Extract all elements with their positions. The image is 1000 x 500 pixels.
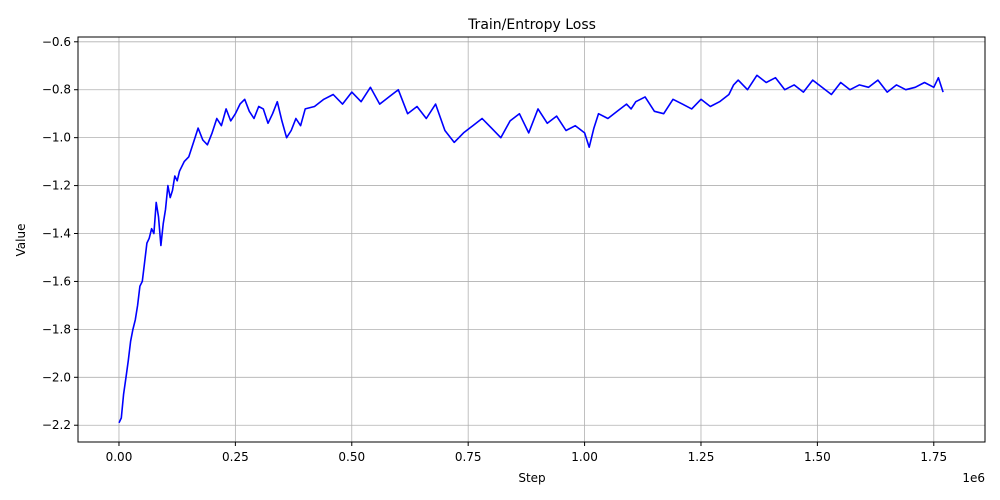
x-axis-label: Step — [518, 471, 545, 485]
plot-frame — [77, 36, 986, 443]
y-tick-label: −1.8 — [42, 322, 71, 336]
series-line-0 — [118, 74, 944, 424]
y-tick-label: −1.4 — [42, 227, 71, 241]
y-tick-label: −0.8 — [42, 83, 71, 97]
grid — [78, 37, 985, 442]
y-tick-label: −2.2 — [42, 418, 71, 432]
y-tick-label: −2.0 — [42, 370, 71, 384]
chart-title: Train/Entropy Loss — [467, 17, 596, 33]
x-axis: 0.00 0.25 0.50 0.75 1.00 1.25 1.50 1.75 — [106, 442, 947, 464]
x-tick-label: 0.75 — [455, 450, 482, 464]
y-axis-label: Value — [14, 224, 28, 257]
x-tick-label: 0.00 — [106, 450, 133, 464]
series-line — [118, 74, 944, 424]
x-tick-label: 1.00 — [571, 450, 598, 464]
x-axis-offset-label: 1e6 — [962, 471, 985, 485]
y-axis: −2.2 −2.0 −1.8 −1.6 −1.4 −1.2 −1.0 −0.8 −0.6 — [42, 35, 78, 432]
x-tick-label: 1.75 — [920, 450, 947, 464]
x-tick-label: 1.25 — [688, 450, 715, 464]
x-tick-label: 0.25 — [222, 450, 249, 464]
y-tick-label: −0.6 — [42, 35, 71, 49]
x-tick-label: 0.50 — [338, 450, 365, 464]
x-tick-label: 1.50 — [804, 450, 831, 464]
y-tick-label: −1.6 — [42, 274, 71, 288]
y-tick-label: −1.0 — [42, 131, 71, 145]
y-tick-label: −1.2 — [42, 179, 71, 193]
